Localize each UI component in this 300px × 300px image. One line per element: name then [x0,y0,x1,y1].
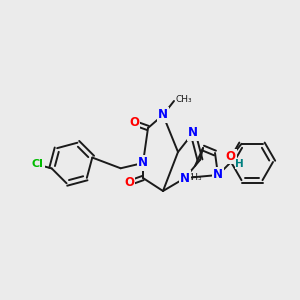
Text: N: N [180,172,190,184]
Text: Cl: Cl [32,159,44,170]
Text: N: N [213,169,223,182]
Text: N: N [188,127,198,140]
Text: O: O [226,150,236,163]
Text: N: N [158,109,168,122]
Text: CH₃: CH₃ [186,173,202,182]
Text: Cl: Cl [32,159,44,170]
Text: O: O [129,116,139,130]
Text: CH₃: CH₃ [176,95,193,104]
Text: O: O [124,176,134,190]
Text: N: N [138,157,148,169]
Text: H: H [235,159,244,169]
Text: O: O [129,116,139,130]
Text: O: O [124,176,134,190]
